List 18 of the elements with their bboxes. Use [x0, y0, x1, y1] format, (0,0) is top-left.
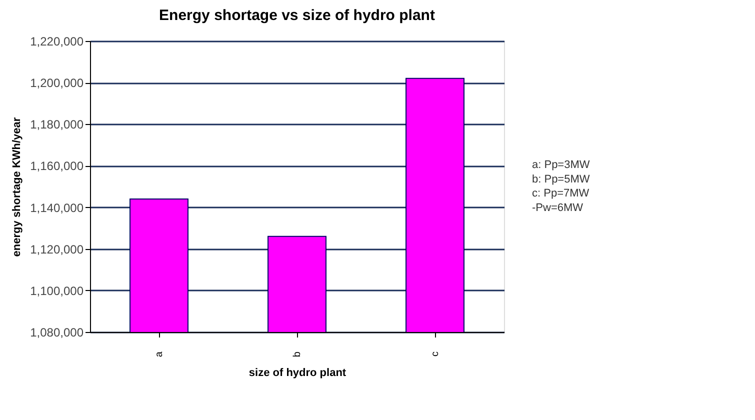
- text: c: Pp=7MW: [532, 188, 590, 200]
- x-axis-title: size of hydro plant: [248, 367, 346, 380]
- x-tick-label: a: [154, 351, 165, 358]
- y-tick-label: 1,220,000: [30, 34, 84, 48]
- y-tick-label: 1,080,000: [30, 326, 84, 340]
- y-tick-label: 1,180,000: [30, 118, 84, 132]
- x-tick-label: b: [292, 351, 303, 358]
- y-tick-label: 1,200,000: [30, 76, 84, 90]
- y-axis-title: energy shortage KWh/year: [11, 116, 24, 257]
- y-tick-label: 1,100,000: [30, 284, 84, 298]
- y-tick-label: 1,140,000: [30, 200, 84, 215]
- text: -Pw=6MW: [532, 202, 584, 214]
- text: b: Pp=5MW: [532, 173, 590, 186]
- chart-title: Energy shortage vs size of hydro plant: [159, 7, 435, 24]
- x-tick-label: c: [430, 352, 441, 356]
- y-tick-label: 1,120,000: [30, 242, 84, 256]
- y-tick-label: 1,160,000: [30, 159, 84, 174]
- text: a: Pp=3MW: [532, 159, 590, 172]
